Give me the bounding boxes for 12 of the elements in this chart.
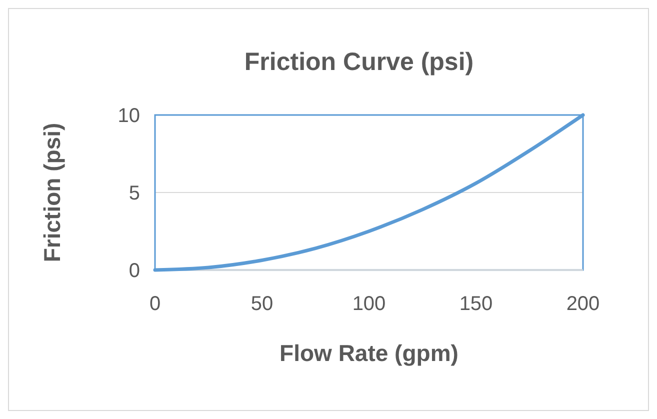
y-tick-label: 0	[128, 260, 140, 282]
x-tick-label: 0	[149, 293, 161, 315]
y-axis-title: Friction (psi)	[39, 122, 65, 262]
x-tick-label: 150	[459, 293, 493, 315]
x-tick-label: 200	[566, 293, 600, 315]
x-tick-label: 100	[352, 293, 386, 315]
y-tick-label: 5	[128, 182, 140, 204]
y-tick-label: 10	[118, 105, 140, 127]
line-series	[153, 113, 585, 272]
chart-title: Friction Curve (psi)	[244, 48, 474, 76]
x-axis-title: Flow Rate (gpm)	[280, 340, 458, 366]
x-tick-label: 50	[250, 293, 274, 315]
